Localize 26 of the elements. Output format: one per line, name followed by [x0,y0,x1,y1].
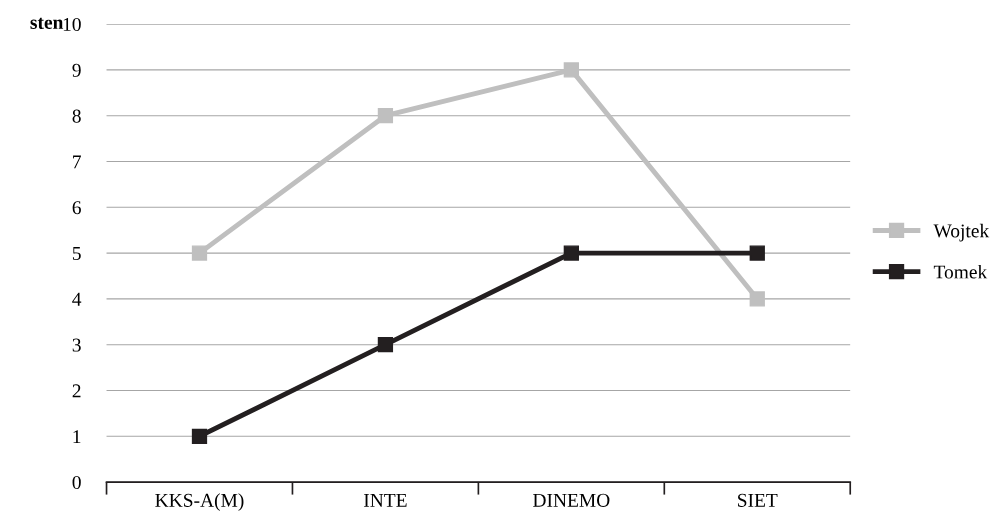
x-tick-label: SIET [738,493,778,507]
y-tick-label: 9 [72,63,81,77]
y-tick-label: 5 [72,247,81,261]
y-tick-label: 8 [72,109,81,123]
y-tick-label: 6 [72,201,81,215]
point [563,62,579,78]
legend-label: Wojtek [933,223,990,242]
y-tick-label: 1 [73,430,81,444]
point [377,108,394,124]
y-tick-label: 10 [63,17,81,32]
y-tick-label: 2 [72,384,81,398]
y-tick-label: 7 [73,155,81,169]
y-tick-label: 3 [72,338,81,352]
y-tick-label: 4 [72,292,82,306]
point [563,245,579,261]
y-tick-label: 0 [72,475,81,490]
x-tick-label: KKS-A(M) [155,493,244,511]
legend-label: Tomek [933,264,988,279]
y-axis-title: sten [30,17,64,29]
x-tick-label: INTE [363,493,407,507]
point [191,428,208,444]
point [377,337,394,353]
point [191,245,208,261]
x-tick-label: DINEMO [533,493,610,507]
point [749,291,765,307]
point [749,245,765,261]
